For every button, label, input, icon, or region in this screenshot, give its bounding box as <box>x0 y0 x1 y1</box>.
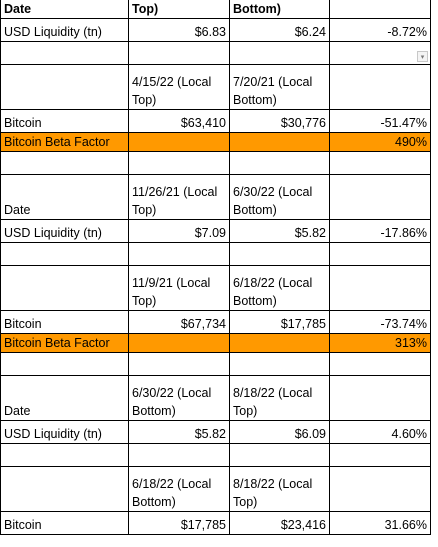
value-cell[interactable] <box>128 132 230 152</box>
value-cell[interactable]: 4/15/22 (Local Top) <box>128 64 230 110</box>
table-row: ▾ <box>0 41 431 65</box>
value-cell[interactable]: 6/30/22 (Local Bottom) <box>128 375 230 421</box>
value-cell[interactable]: $5.82 <box>229 219 330 243</box>
value-cell[interactable] <box>329 64 431 110</box>
value-cell[interactable]: -8.72% <box>329 18 431 42</box>
value-cell[interactable]: $7.09 <box>128 219 230 243</box>
value-cell[interactable] <box>128 242 230 266</box>
value-cell[interactable]: Bottom) <box>229 0 330 19</box>
value-cell[interactable] <box>329 174 431 220</box>
value-cell[interactable]: -51.47% <box>329 109 431 133</box>
table-row: USD Liquidity (tn) $7.09 $5.82 -17.86% <box>0 219 431 243</box>
value-cell[interactable]: 31.66% <box>329 511 431 535</box>
value-cell[interactable] <box>329 375 431 421</box>
table-row: Date 6/30/22 (Local Bottom) 8/18/22 (Local… <box>0 375 431 421</box>
value-cell[interactable] <box>329 466 431 512</box>
table-row <box>0 443 431 467</box>
row-label-cell[interactable]: Bitcoin <box>0 310 129 334</box>
row-label-cell[interactable]: Bitcoin <box>0 109 129 133</box>
value-cell[interactable] <box>128 352 230 376</box>
table-row: Date 11/26/21 (Local Top) 6/30/22 (Local B… <box>0 174 431 220</box>
value-cell[interactable] <box>229 151 330 175</box>
value-cell[interactable] <box>128 333 230 353</box>
table-row: 11/9/21 (Local Top) 6/18/22 (Local Bottom… <box>0 265 431 311</box>
value-cell[interactable]: 11/26/21 (Local Top) <box>128 174 230 220</box>
value-cell[interactable]: 8/18/22 (Local Top) <box>229 375 330 421</box>
table-row: USD Liquidity (tn) $6.83 $6.24 -8.72% <box>0 18 431 42</box>
value-cell[interactable]: ▾ <box>329 41 431 65</box>
table-row: Bitcoin Beta Factor 313% <box>0 333 431 353</box>
value-cell[interactable]: 8/18/22 (Local Top) <box>229 466 330 512</box>
table-row: Bitcoin $63,410 $30,776 -51.47% <box>0 109 431 133</box>
value-cell[interactable]: $17,785 <box>128 511 230 535</box>
row-label-cell[interactable]: Date <box>0 174 129 220</box>
row-label-cell[interactable]: Bitcoin <box>0 511 129 535</box>
value-cell[interactable]: Top) <box>128 0 230 19</box>
value-cell[interactable] <box>229 443 330 467</box>
row-label-cell[interactable] <box>0 151 129 175</box>
row-label-cell[interactable]: USD Liquidity (tn) <box>0 18 129 42</box>
table-row: Bitcoin $67,734 $17,785 -73.74% <box>0 310 431 334</box>
table-row: Bitcoin Beta Factor 490% <box>0 132 431 152</box>
table-row <box>0 151 431 175</box>
row-label-cell[interactable]: USD Liquidity (tn) <box>0 420 129 444</box>
value-cell[interactable] <box>329 265 431 311</box>
row-label-cell[interactable] <box>0 352 129 376</box>
value-cell[interactable]: $6.83 <box>128 18 230 42</box>
table-row: Bitcoin $17,785 $23,416 31.66% <box>0 511 431 535</box>
value-cell[interactable]: 313% <box>329 333 431 353</box>
row-label-cell[interactable] <box>0 64 129 110</box>
row-label-cell[interactable]: Date <box>0 0 129 19</box>
value-cell[interactable]: $30,776 <box>229 109 330 133</box>
row-label-cell[interactable]: Bitcoin Beta Factor <box>0 333 129 353</box>
table-row: 4/15/22 (Local Top) 7/20/21 (Local Bottom… <box>0 64 431 110</box>
row-label-cell[interactable] <box>0 443 129 467</box>
value-cell[interactable]: 11/9/21 (Local Top) <box>128 265 230 311</box>
row-label-cell[interactable]: Bitcoin Beta Factor <box>0 132 129 152</box>
value-cell[interactable] <box>128 151 230 175</box>
value-cell[interactable] <box>329 352 431 376</box>
table-row: 6/18/22 (Local Bottom) 8/18/22 (Local Top… <box>0 466 431 512</box>
row-label-cell[interactable] <box>0 242 129 266</box>
row-label-cell[interactable] <box>0 265 129 311</box>
table-row: Date Top) Bottom) <box>0 0 431 19</box>
value-cell[interactable] <box>229 242 330 266</box>
spreadsheet-grid: Date Top) Bottom) USD Liquidity (tn) $6.83 $6… <box>0 0 431 535</box>
table-row <box>0 242 431 266</box>
value-cell[interactable] <box>128 41 230 65</box>
value-cell[interactable]: $23,416 <box>229 511 330 535</box>
chevron-down-icon[interactable]: ▾ <box>417 51 428 62</box>
value-cell[interactable]: $17,785 <box>229 310 330 334</box>
value-cell[interactable]: 6/30/22 (Local Bottom) <box>229 174 330 220</box>
value-cell[interactable] <box>128 443 230 467</box>
value-cell[interactable]: $6.09 <box>229 420 330 444</box>
value-cell[interactable]: 6/18/22 (Local Bottom) <box>229 265 330 311</box>
value-cell[interactable]: $67,734 <box>128 310 230 334</box>
row-label-cell[interactable] <box>0 41 129 65</box>
value-cell[interactable] <box>329 443 431 467</box>
row-label-cell[interactable]: USD Liquidity (tn) <box>0 219 129 243</box>
value-cell[interactable]: $6.24 <box>229 18 330 42</box>
row-label-cell[interactable]: Date <box>0 375 129 421</box>
value-cell[interactable]: -73.74% <box>329 310 431 334</box>
value-cell[interactable]: $63,410 <box>128 109 230 133</box>
value-cell[interactable] <box>229 41 330 65</box>
table-row: USD Liquidity (tn) $5.82 $6.09 4.60% <box>0 420 431 444</box>
value-cell[interactable]: 490% <box>329 132 431 152</box>
value-cell[interactable] <box>229 333 330 353</box>
value-cell[interactable]: 6/18/22 (Local Bottom) <box>128 466 230 512</box>
value-cell[interactable]: 7/20/21 (Local Bottom) <box>229 64 330 110</box>
value-cell[interactable] <box>329 151 431 175</box>
value-cell[interactable]: 4.60% <box>329 420 431 444</box>
value-cell[interactable] <box>329 242 431 266</box>
value-cell[interactable] <box>229 132 330 152</box>
value-cell[interactable] <box>229 352 330 376</box>
value-cell[interactable] <box>329 0 431 19</box>
row-label-cell[interactable] <box>0 466 129 512</box>
value-cell[interactable]: -17.86% <box>329 219 431 243</box>
value-cell[interactable]: $5.82 <box>128 420 230 444</box>
table-row <box>0 352 431 376</box>
